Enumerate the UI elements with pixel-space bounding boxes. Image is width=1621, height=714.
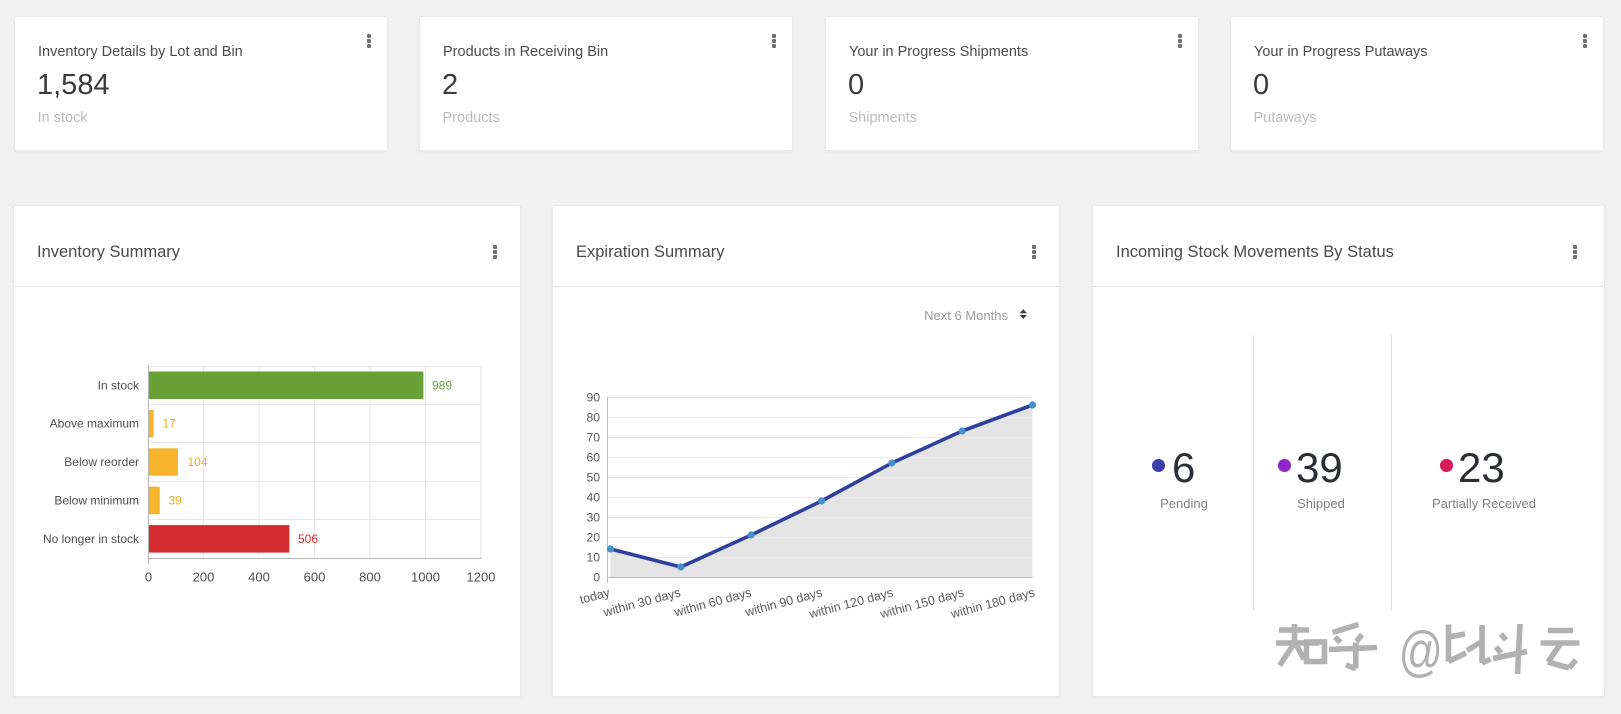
svg-text:200: 200 <box>193 570 215 585</box>
svg-text:10: 10 <box>586 551 600 565</box>
svg-text:60: 60 <box>586 451 600 465</box>
svg-text:600: 600 <box>304 570 326 585</box>
svg-text:within 60 days: within 60 days <box>672 585 753 619</box>
svg-text:No longer in stock: No longer in stock <box>43 532 140 546</box>
svg-text:1200: 1200 <box>467 570 496 585</box>
svg-text:17: 17 <box>163 417 177 431</box>
svg-text:1000: 1000 <box>411 570 440 585</box>
svg-text:@: @ <box>1399 621 1443 683</box>
svg-text:80: 80 <box>586 411 600 425</box>
svg-text:40: 40 <box>586 491 600 505</box>
svg-text:20: 20 <box>586 531 600 545</box>
svg-text:In stock: In stock <box>98 378 140 392</box>
svg-text:Below reorder: Below reorder <box>64 455 139 469</box>
svg-text:30: 30 <box>586 511 600 525</box>
svg-text:0: 0 <box>145 570 152 585</box>
svg-text:800: 800 <box>359 570 381 585</box>
svg-text:Below minimum: Below minimum <box>54 494 139 508</box>
svg-text:0: 0 <box>593 571 600 585</box>
svg-text:104: 104 <box>188 455 208 469</box>
svg-text:70: 70 <box>586 431 600 445</box>
svg-text:400: 400 <box>248 570 270 585</box>
svg-text:39: 39 <box>169 494 183 508</box>
svg-text:50: 50 <box>586 471 600 485</box>
svg-text:90: 90 <box>586 391 600 405</box>
svg-text:989: 989 <box>432 378 452 392</box>
svg-text:@: @ <box>1396 618 1440 680</box>
svg-text:Above maximum: Above maximum <box>50 417 139 431</box>
svg-text:506: 506 <box>298 532 318 546</box>
svg-text:within 30 days: within 30 days <box>601 585 682 619</box>
